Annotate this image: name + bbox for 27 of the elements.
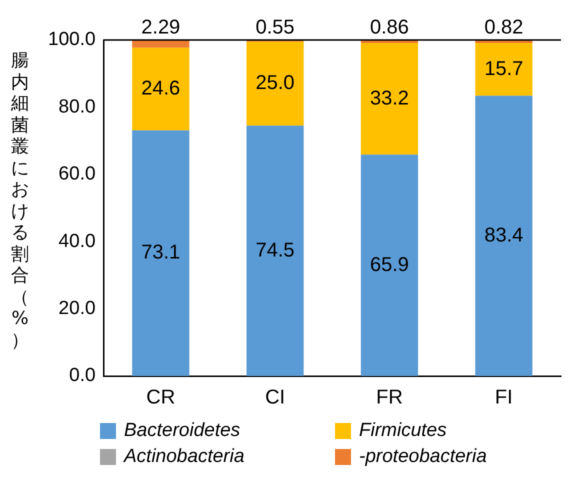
data-label: 0.82	[484, 16, 524, 39]
y-tick-label: 80.0	[58, 96, 96, 118]
text: 腸内細菌叢における割合（%）	[11, 50, 29, 350]
x-tick-label: FR	[376, 386, 403, 409]
y-tick-label: 40.0	[58, 230, 96, 252]
data-label: 83.4	[484, 224, 524, 246]
data-label: 0.86	[370, 16, 409, 39]
y-tick-label: 100.0	[48, 29, 96, 50]
legend-label: Bacteroidetes	[124, 420, 240, 442]
legend-label: Firmicutes	[359, 420, 447, 442]
data-label: 33.2	[370, 87, 409, 110]
data-label: 2.29	[141, 16, 180, 39]
data-label: 15.7	[484, 58, 524, 80]
x-tick-label: CR	[146, 386, 176, 409]
x-tick-label: CI	[265, 386, 286, 409]
y-tick-label: 0.0	[69, 365, 96, 386]
x-tick-label: FI	[494, 386, 513, 409]
legend-label: Actinobacteria	[124, 446, 244, 468]
y-tick-label: 20.0	[58, 298, 96, 320]
legend-label: -proteobacteria	[359, 446, 487, 468]
data-label: 24.6	[141, 78, 180, 100]
data-label: 65.9	[370, 254, 409, 276]
data-label: 74.5	[256, 239, 295, 262]
data-label: 25.0	[256, 72, 295, 94]
data-label: 73.1	[141, 242, 180, 264]
y-tick-label: 60.0	[58, 164, 96, 185]
data-label: 0.55	[256, 16, 295, 39]
